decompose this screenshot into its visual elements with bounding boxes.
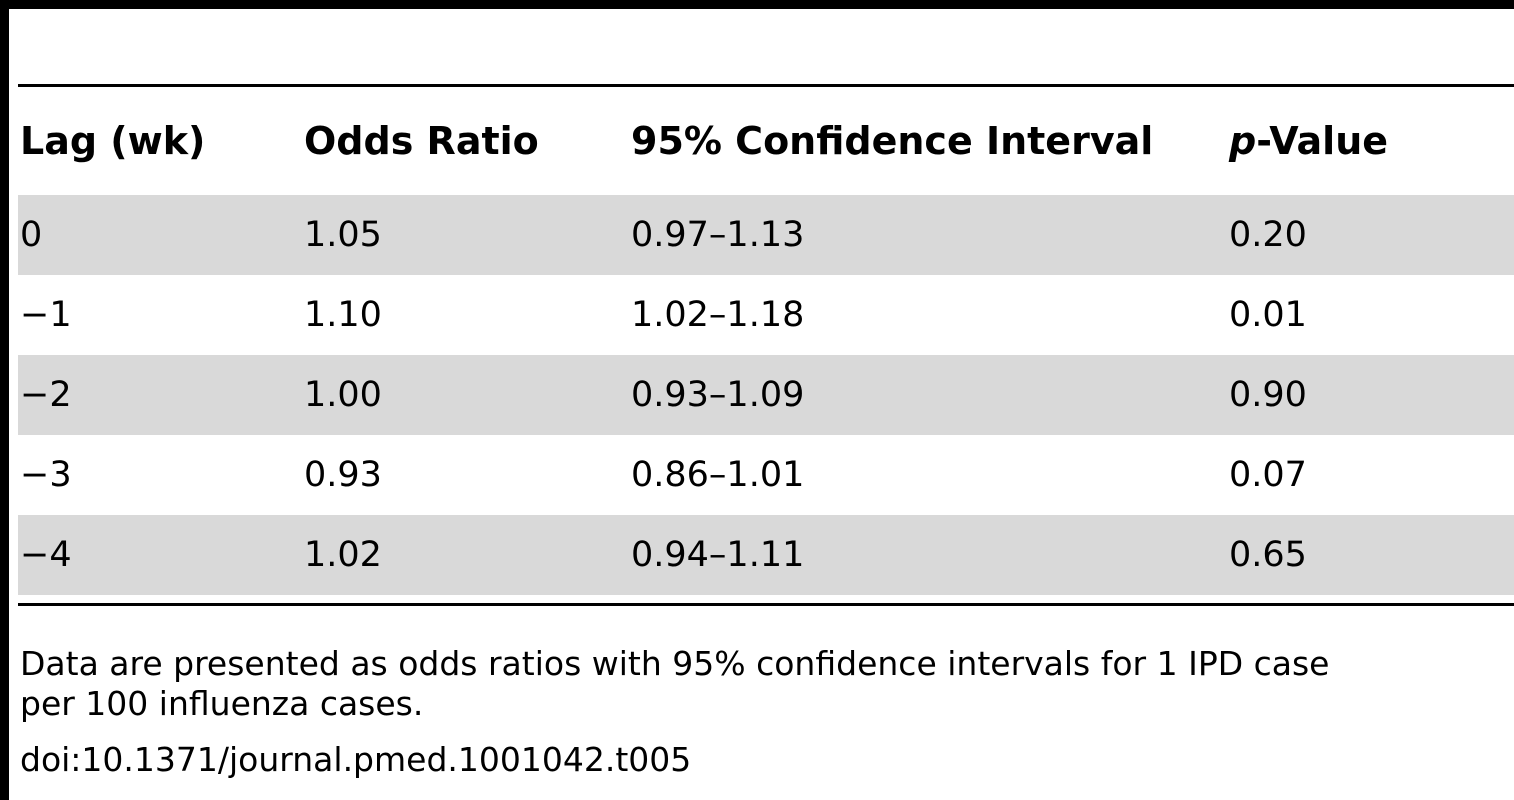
cell-odds-ratio: 0.93 bbox=[304, 455, 382, 495]
cell-ci: 0.93–1.09 bbox=[631, 375, 805, 415]
left-border bbox=[0, 0, 9, 800]
cell-ci: 0.86–1.01 bbox=[631, 455, 805, 495]
cell-ci: 0.97–1.13 bbox=[631, 215, 805, 255]
cell-lag: −4 bbox=[20, 535, 72, 575]
cell-ci: 1.02–1.18 bbox=[631, 295, 805, 335]
table-row: −3 0.93 0.86–1.01 0.07 bbox=[18, 435, 1514, 515]
table-row: −2 1.00 0.93–1.09 0.90 bbox=[18, 355, 1514, 435]
header-lag: Lag (wk) bbox=[20, 119, 206, 163]
cell-ci: 0.94–1.11 bbox=[631, 535, 805, 575]
cell-p-value: 0.07 bbox=[1229, 455, 1307, 495]
cell-p-value: 0.01 bbox=[1229, 295, 1307, 335]
table-footnote: Data are presented as odds ratios with 9… bbox=[20, 644, 1514, 724]
cell-p-value: 0.20 bbox=[1229, 215, 1307, 255]
header-p-italic: p bbox=[1229, 119, 1257, 163]
cell-p-value: 0.65 bbox=[1229, 535, 1307, 575]
footnote-line-2: per 100 influenza cases. bbox=[20, 684, 424, 723]
footnote-line-1: Data are presented as odds ratios with 9… bbox=[20, 644, 1330, 683]
header-odds-ratio: Odds Ratio bbox=[304, 119, 539, 163]
cell-odds-ratio: 1.10 bbox=[304, 295, 382, 335]
cell-lag: −1 bbox=[20, 295, 72, 335]
cell-lag: −2 bbox=[20, 375, 72, 415]
table-bottom-rule bbox=[18, 603, 1514, 606]
table-row: 0 1.05 0.97–1.13 0.20 bbox=[18, 195, 1514, 275]
header-p-rest: -Value bbox=[1256, 119, 1389, 163]
table-header-row: Lag (wk) Odds Ratio 95% Confidence Inter… bbox=[18, 87, 1514, 195]
cell-lag: 0 bbox=[20, 215, 43, 255]
cell-lag: −3 bbox=[20, 455, 72, 495]
data-table: Lag (wk) Odds Ratio 95% Confidence Inter… bbox=[18, 87, 1514, 595]
table-row: −4 1.02 0.94–1.11 0.65 bbox=[18, 515, 1514, 595]
cell-odds-ratio: 1.05 bbox=[304, 215, 382, 255]
top-border bbox=[0, 0, 1514, 9]
header-confidence-interval: 95% Confidence Interval bbox=[631, 119, 1154, 163]
header-p-value: p-Value bbox=[1229, 87, 1388, 195]
cell-odds-ratio: 1.00 bbox=[304, 375, 382, 415]
header-top-rule bbox=[18, 84, 1514, 87]
cell-p-value: 0.90 bbox=[1229, 375, 1307, 415]
table-row: −1 1.10 1.02–1.18 0.01 bbox=[18, 275, 1514, 355]
cell-odds-ratio: 1.02 bbox=[304, 535, 382, 575]
doi-text: doi:10.1371/journal.pmed.1001042.t005 bbox=[20, 740, 692, 779]
